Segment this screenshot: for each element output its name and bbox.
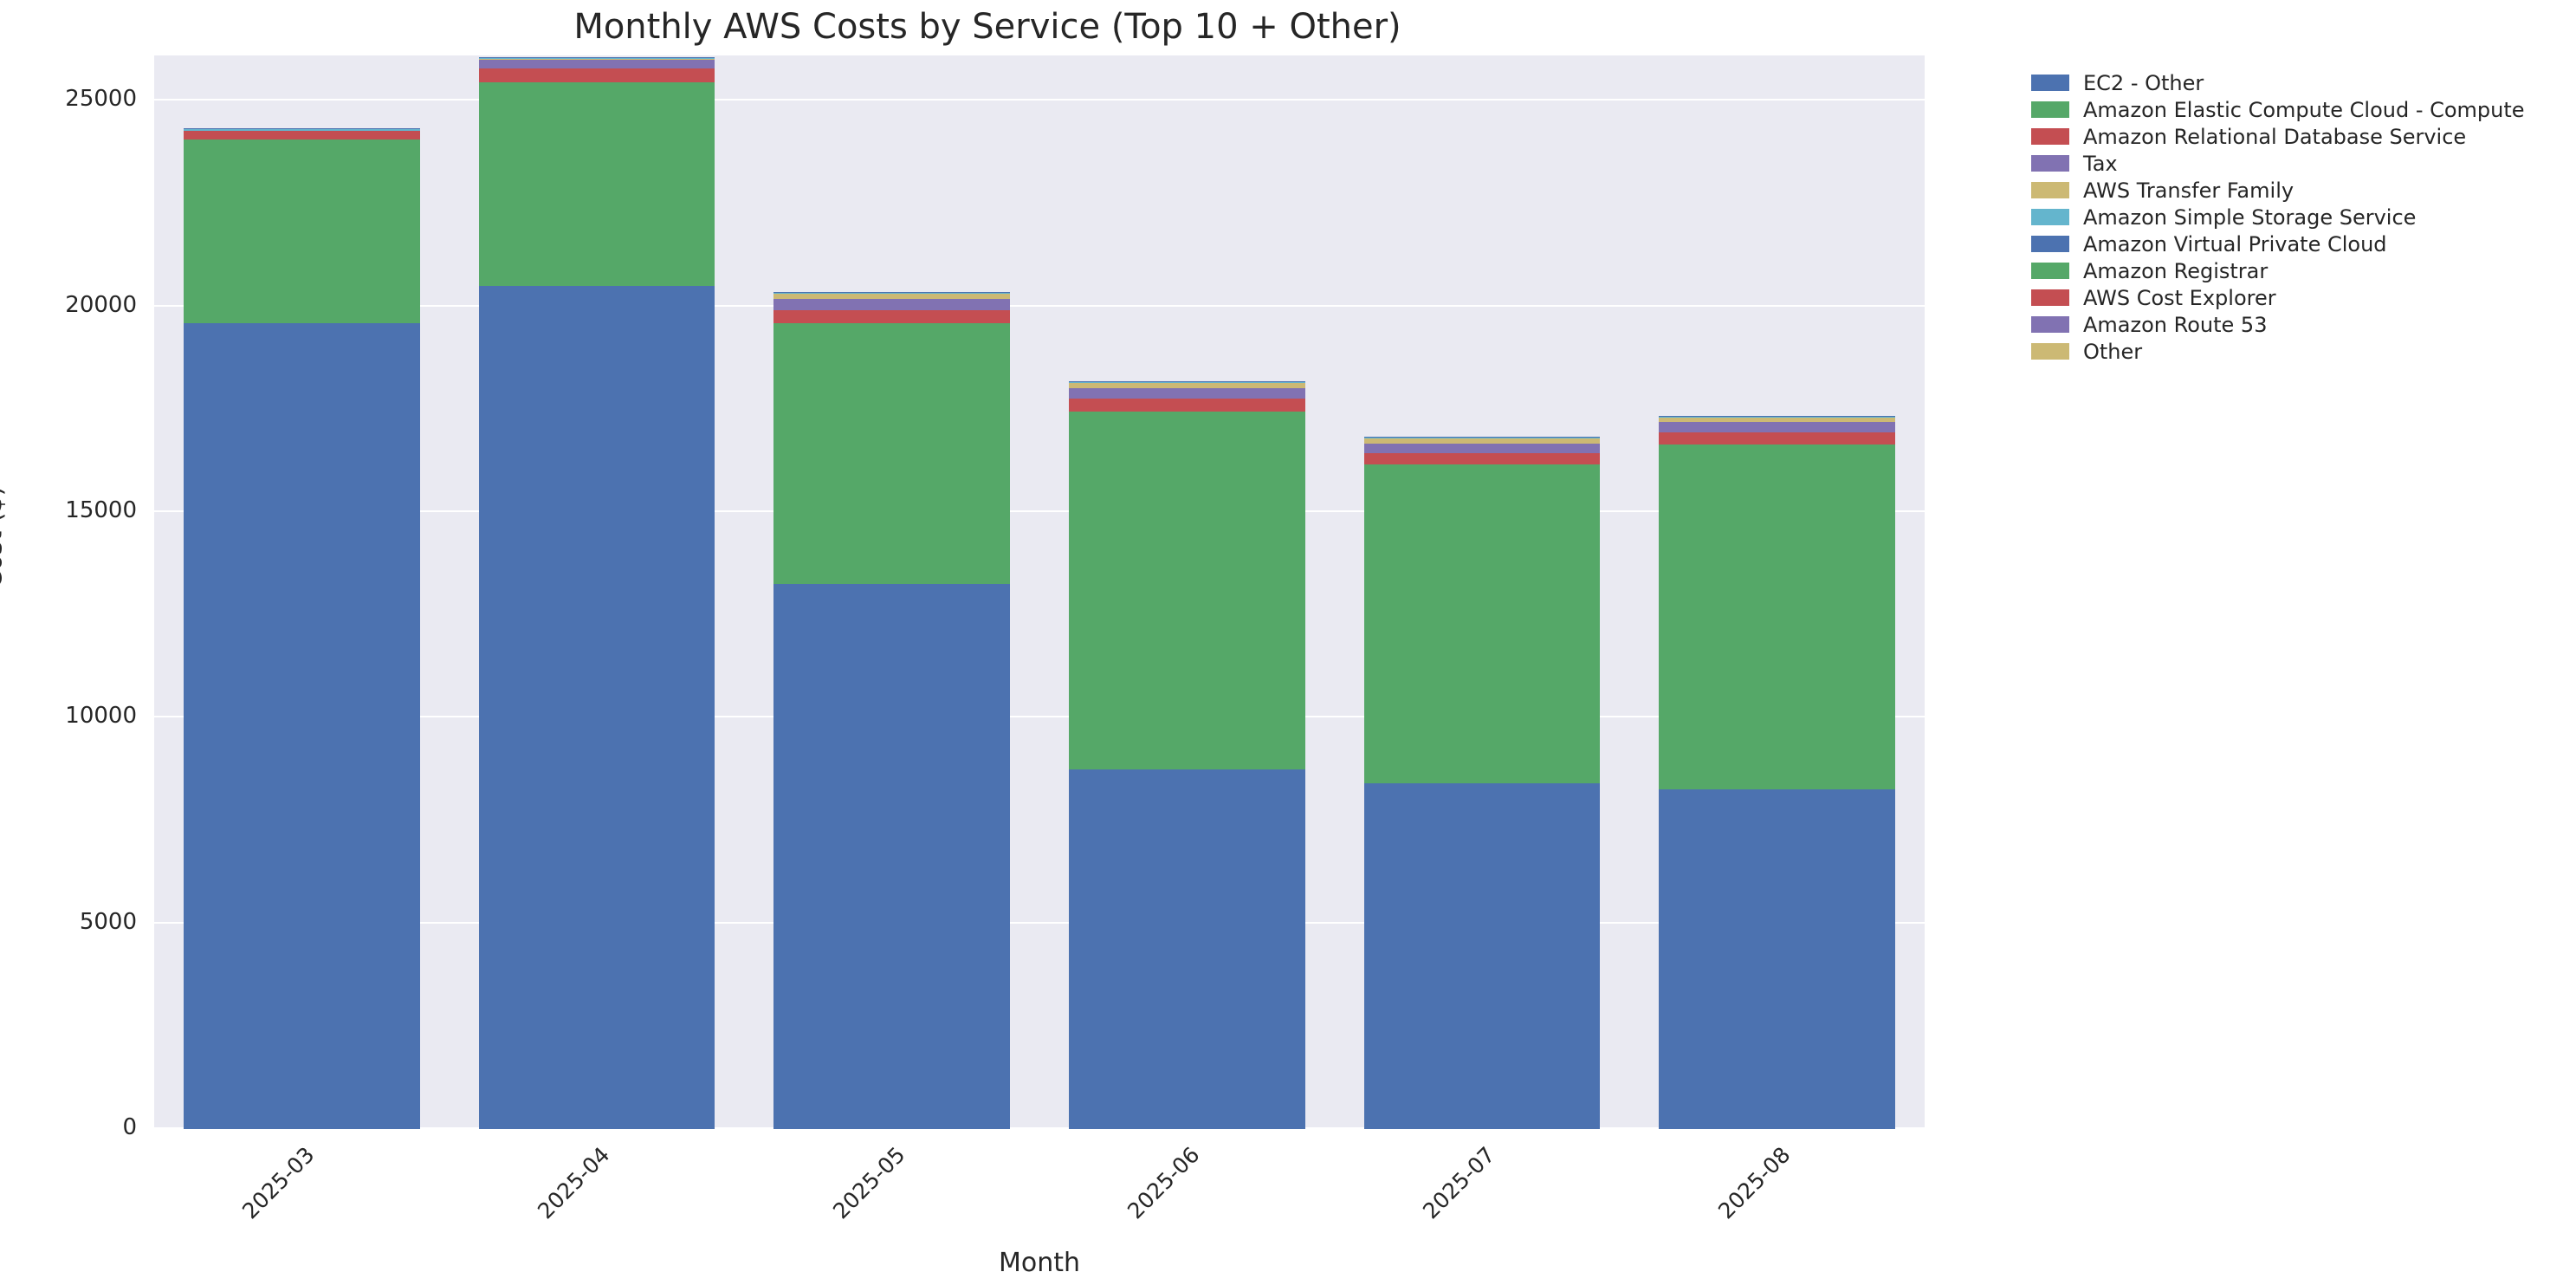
bar-segment[interactable] <box>1069 382 1305 388</box>
legend-label: Other <box>2083 339 2143 364</box>
bar-segment[interactable] <box>1363 783 1601 1129</box>
bar-segment[interactable] <box>773 310 1010 323</box>
legend-item[interactable]: AWS Transfer Family <box>2031 177 2551 204</box>
legend-item[interactable]: AWS Cost Explorer <box>2031 284 2551 311</box>
bar-segment[interactable] <box>1069 398 1305 412</box>
x-tick-label: 2025-03 <box>237 1142 320 1224</box>
plot-area <box>154 55 1925 1129</box>
bar-segment[interactable] <box>478 57 715 59</box>
legend-item[interactable]: EC2 - Other <box>2031 69 2551 96</box>
gridline <box>154 509 1925 512</box>
legend-label: Amazon Virtual Private Cloud <box>2083 231 2387 256</box>
bar-segment[interactable] <box>1363 443 1601 453</box>
legend-item[interactable]: Amazon Simple Storage Service <box>2031 204 2551 230</box>
legend-label: Amazon Relational Database Service <box>2083 124 2467 149</box>
bar-stack[interactable] <box>1363 437 1601 1129</box>
y-tick-label: 10000 <box>65 703 137 730</box>
bar-stack[interactable] <box>773 292 1010 1129</box>
bar-segment[interactable] <box>1069 411 1305 769</box>
bar-segment[interactable] <box>1659 416 1895 418</box>
x-tick-label: 2025-07 <box>1418 1142 1500 1224</box>
x-axis-label: Month <box>998 1248 1081 1278</box>
legend-label: AWS Cost Explorer <box>2083 285 2276 310</box>
bar-segment[interactable] <box>773 322 1010 585</box>
legend-label: Tax <box>2083 151 2118 176</box>
legend-swatch-icon <box>2031 289 2069 306</box>
bar-segment[interactable] <box>773 298 1010 311</box>
bar-segment[interactable] <box>1363 452 1601 465</box>
legend-label: Amazon Elastic Compute Cloud - Compute <box>2083 97 2525 122</box>
legend-swatch-icon <box>2031 155 2069 172</box>
bar-stack[interactable] <box>1659 416 1895 1129</box>
legend-swatch-icon <box>2031 263 2069 279</box>
legend-label: EC2 - Other <box>2083 70 2204 95</box>
legend-swatch-icon <box>2031 182 2069 198</box>
chart-legend: EC2 - Other Amazon Elastic Compute Cloud … <box>2031 69 2551 365</box>
legend-item[interactable]: Amazon Registrar <box>2031 257 2551 284</box>
bar-segment[interactable] <box>1659 417 1895 423</box>
bar-segment[interactable] <box>478 56 715 58</box>
y-tick-label: 25000 <box>65 86 137 113</box>
legend-item[interactable]: Amazon Relational Database Service <box>2031 123 2551 150</box>
bar-segment[interactable] <box>773 293 1010 299</box>
y-tick-label: 15000 <box>65 496 137 523</box>
legend-label: Amazon Registrar <box>2083 258 2269 283</box>
x-tick-label: 2025-04 <box>533 1142 615 1224</box>
bar-segment[interactable] <box>1069 387 1305 399</box>
bar-segment[interactable] <box>1363 464 1601 784</box>
legend-item[interactable]: Other <box>2031 338 2551 365</box>
legend-label: Amazon Simple Storage Service <box>2083 204 2417 230</box>
bar-segment[interactable] <box>1659 422 1895 432</box>
y-axis-label: Cost ($) <box>0 485 9 589</box>
y-tick-label: 5000 <box>79 908 137 935</box>
legend-swatch-icon <box>2031 101 2069 118</box>
bar-segment[interactable] <box>1363 437 1601 438</box>
legend-item[interactable]: Amazon Elastic Compute Cloud - Compute <box>2031 96 2551 123</box>
x-tick-label: 2025-05 <box>827 1142 910 1224</box>
legend-swatch-icon <box>2031 75 2069 91</box>
x-tick-label: 2025-08 <box>1712 1142 1796 1224</box>
gridline <box>154 716 1925 718</box>
gridline <box>154 99 1925 101</box>
legend-swatch-icon <box>2031 316 2069 333</box>
legend-swatch-icon <box>2031 209 2069 225</box>
bar-segment[interactable] <box>478 81 715 286</box>
bar-stack[interactable] <box>1069 380 1305 1129</box>
gridline <box>154 1127 1925 1129</box>
legend-item[interactable]: Amazon Virtual Private Cloud <box>2031 230 2551 257</box>
chart-title: Monthly AWS Costs by Service (Top 10 + O… <box>573 7 1401 47</box>
bar-segment[interactable] <box>773 584 1010 1129</box>
bar-segment[interactable] <box>184 131 420 140</box>
bar-segment[interactable] <box>1659 789 1895 1129</box>
bar-segment[interactable] <box>1069 769 1305 1129</box>
bar-segment[interactable] <box>184 322 420 1129</box>
legend-label: AWS Transfer Family <box>2083 178 2294 203</box>
bar-segment[interactable] <box>478 68 715 82</box>
bar-segment[interactable] <box>184 127 420 129</box>
x-tick-label: 2025-06 <box>1123 1142 1205 1224</box>
y-tick-label: 0 <box>122 1114 137 1140</box>
bar-segment[interactable] <box>1363 438 1601 444</box>
bar-segment[interactable] <box>184 140 420 323</box>
legend-item[interactable]: Tax <box>2031 150 2551 177</box>
bar-segment[interactable] <box>1659 444 1895 790</box>
gridline <box>154 304 1925 307</box>
gridline <box>154 921 1925 924</box>
legend-swatch-icon <box>2031 128 2069 145</box>
bar-segment[interactable] <box>184 129 420 132</box>
bar-segment[interactable] <box>478 60 715 69</box>
bar-stack[interactable] <box>184 127 420 1129</box>
bar-stack[interactable] <box>478 56 715 1129</box>
bar-segment[interactable] <box>1659 432 1895 445</box>
bar-segment[interactable] <box>478 58 715 61</box>
bar-segment[interactable] <box>478 285 715 1129</box>
legend-swatch-icon <box>2031 236 2069 252</box>
legend-item[interactable]: Amazon Route 53 <box>2031 311 2551 338</box>
y-tick-label: 20000 <box>65 291 137 318</box>
legend-swatch-icon <box>2031 343 2069 360</box>
bar-segment[interactable] <box>773 292 1010 294</box>
legend-label: Amazon Route 53 <box>2083 312 2268 337</box>
bar-segment[interactable] <box>1069 380 1305 382</box>
